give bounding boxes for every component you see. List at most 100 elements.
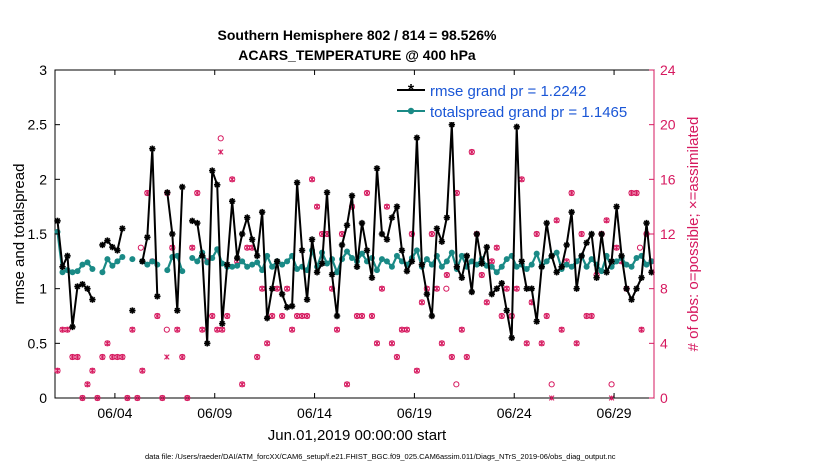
rmse-point [164,189,171,196]
rmse-point [428,312,436,320]
totalspread-point [568,263,575,270]
obs-possible-marker [264,340,271,347]
rmse-point [413,134,421,141]
rmse-point [303,296,311,303]
rmse-point [498,280,505,287]
rmse-point [423,290,431,298]
obs-possible-marker [279,312,286,320]
totalspread-point [234,262,241,269]
obs-possible-marker [438,340,445,347]
rmse-point [59,263,66,270]
totalspread-point [473,261,480,268]
rmse-point [363,247,371,254]
obs-possible-marker [209,312,216,320]
obs-possible-marker [443,285,450,292]
rmse-point [199,252,206,260]
obs-possible-marker [613,244,620,251]
rmse-point [448,121,456,128]
rmse-point [139,258,146,265]
rmse-point [229,198,236,205]
rmse-point [214,181,221,188]
obs-possible-marker [393,353,401,361]
totalspread-point [104,256,111,263]
rmse-point [308,236,316,243]
rmse-point [468,288,476,296]
rmse-point [638,274,645,281]
obs-possible-marker [54,367,61,374]
y-tick-label: 3 [39,62,47,78]
obs-possible-marker [313,203,321,210]
rmse-point [508,334,515,342]
totalspread-point [613,258,620,265]
totalspread-point [344,248,351,255]
obs-possible-marker [104,340,111,347]
rmse-point [543,219,550,227]
rmse-point [458,274,466,281]
y-right-tick-label: 0 [660,390,668,406]
totalspread-point [488,263,495,270]
obs-possible-marker [239,381,246,388]
obs-possible-marker [363,189,371,197]
obs-possible-marker [633,189,640,197]
rmse-point [613,203,620,210]
rmse-point [583,239,590,246]
rmse-point [528,285,535,292]
rmse-point [233,254,241,262]
obs-possible-marker [99,353,106,361]
totalspread-point [428,261,435,268]
obs-possible-marker [217,135,224,142]
obs-possible-marker [523,340,530,347]
totalspread-point [458,252,465,259]
obs-possible-marker [129,326,136,333]
obs-possible-marker [478,271,485,279]
rmse-point [89,296,96,303]
rmse-point [488,290,495,298]
rmse-point [253,252,261,260]
rmse-point [443,214,451,221]
totalspread-point [633,255,640,262]
obs-possible-marker [74,353,81,361]
obs-possible-marker [388,340,396,347]
totalspread-point [498,263,505,270]
rmse-point [358,219,366,227]
obs-possible-marker [373,340,381,347]
totalspread-point [349,255,356,262]
totalspread-point [279,261,286,268]
rmse-point [598,230,605,238]
rmse-point [348,192,356,199]
obs-possible-marker [303,312,311,320]
totalspread-point [259,267,266,274]
totalspread-point [89,265,96,272]
data-file-footnote: data file: /Users/raeder/DAI/ATM_forcXX/… [145,452,616,461]
obs-possible-marker [608,381,615,388]
rmse-point [548,252,555,260]
rmse-point [224,261,231,268]
obs-possible-marker [254,353,261,361]
totalspread-point [269,263,276,270]
totalspread-point [164,267,171,274]
totalspread-point [533,250,540,257]
totalspread-point [583,263,590,270]
totalspread-point [438,263,445,270]
obs-possible-marker [154,312,161,320]
totalspread-point [264,252,271,259]
rmse-point [283,304,291,311]
x-tick-label: 06/29 [597,405,632,421]
rmse-point [209,167,216,174]
rmse-point [189,217,196,225]
rmse-point [74,283,81,290]
totalspread-point [119,253,126,260]
obs-possible-marker [453,381,460,388]
y-right-tick-label: 16 [660,171,676,187]
totalspread-point [149,258,156,265]
rmse-point [603,269,610,276]
rmse-point [623,285,630,292]
rmse-point [398,247,406,254]
rmse-point [104,237,111,244]
rmse-point [533,318,540,325]
obs-possible-marker [578,230,585,238]
rmse-point [628,296,635,303]
right-axis: 0 4 8 12 16 20 24 [649,62,676,406]
obs-possible-marker [448,353,455,361]
totalspread-point [373,267,380,274]
